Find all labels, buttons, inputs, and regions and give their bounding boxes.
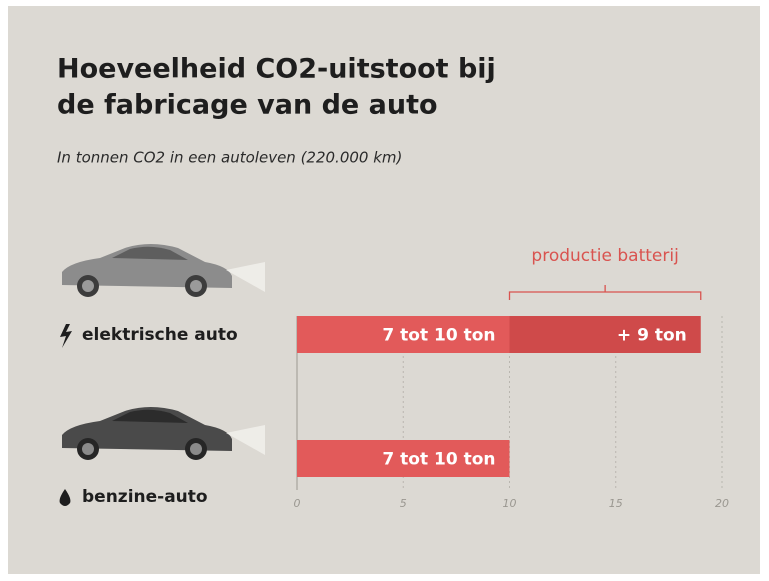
x-tick-label: 15 bbox=[609, 497, 623, 510]
value-label: 7 tot 10 ton bbox=[382, 450, 495, 470]
value-label: + 9 ton bbox=[617, 326, 687, 346]
x-tick-label: 0 bbox=[294, 497, 301, 510]
x-tick-label: 10 bbox=[503, 497, 517, 510]
x-tick-label: 5 bbox=[400, 497, 407, 510]
chart-subtitle: In tonnen CO2 in een autoleven (220.000 … bbox=[57, 149, 402, 167]
value-label: 7 tot 10 ton bbox=[382, 326, 495, 346]
category-label: elektrische auto bbox=[82, 325, 238, 345]
annotation: productie batterij bbox=[531, 246, 678, 266]
chart-title-line: Hoeveelheid CO2-uitstoot bij bbox=[57, 54, 496, 85]
chart-title-line: de fabricage van de auto bbox=[57, 90, 438, 121]
chart: Hoeveelheid CO2-uitstoot bij de fabricag… bbox=[0, 0, 769, 581]
category-label: benzine-auto bbox=[82, 487, 208, 507]
x-tick-label: 20 bbox=[715, 497, 729, 510]
